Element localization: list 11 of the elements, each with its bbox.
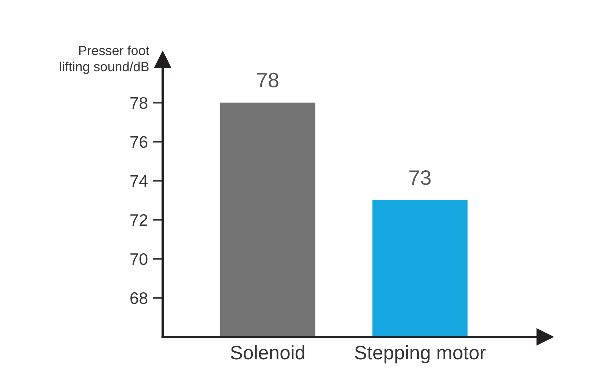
data-label: 73 [410, 170, 431, 186]
y-axis-title: Presser foot lifting sound/dB [60, 46, 150, 74]
y-tick-label: 72 [130, 214, 148, 226]
y-tick-label: 70 [130, 253, 148, 266]
x-tick-label: Solenoid [231, 345, 305, 360]
y-tick-label: 78 [130, 97, 148, 110]
y-tick-label: 74 [130, 176, 148, 188]
x-tick-label: Stepping motor [355, 345, 486, 364]
data-label: 78 [257, 72, 279, 88]
y-tick-label: 68 [130, 292, 148, 304]
y-tick-label: 76 [130, 136, 148, 148]
